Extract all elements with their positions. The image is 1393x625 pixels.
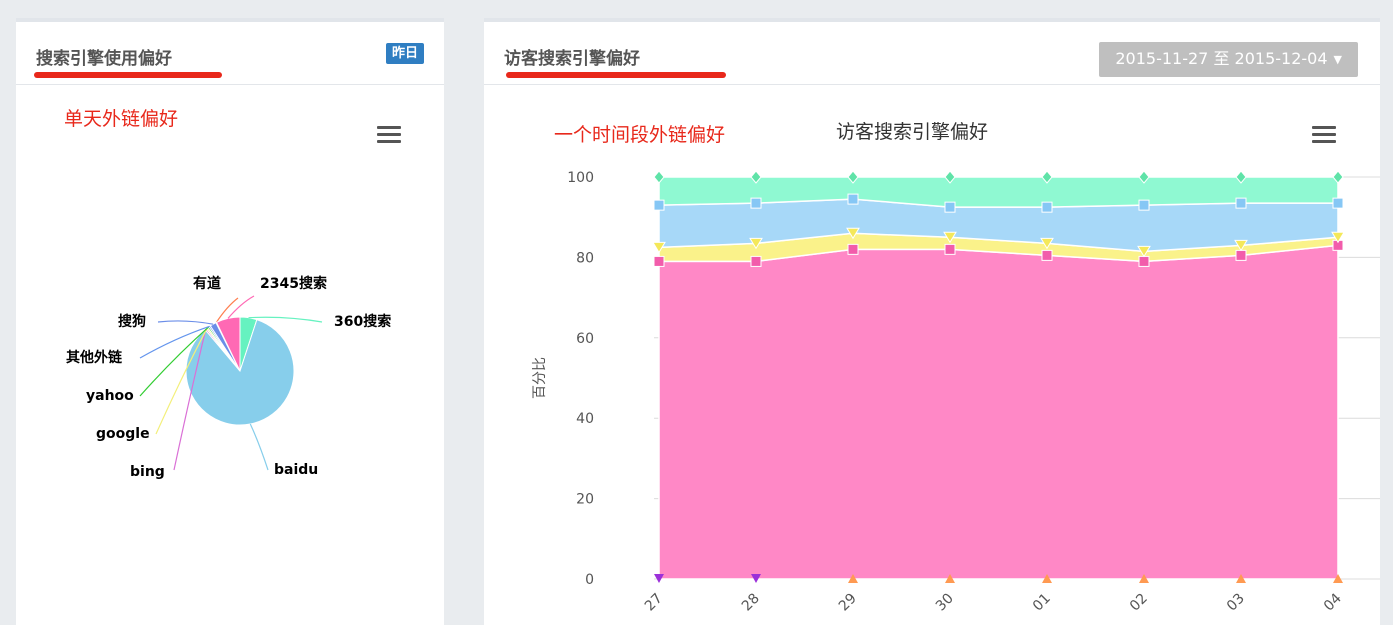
pie-label: 搜狗 bbox=[118, 313, 146, 330]
pie-connector-line bbox=[139, 326, 209, 397]
series-marker[interactable] bbox=[750, 197, 762, 209]
pie-connector-line bbox=[248, 316, 323, 323]
series-marker[interactable] bbox=[1041, 249, 1053, 261]
baseline-marker[interactable] bbox=[751, 574, 761, 583]
y-tick-label: 60 bbox=[576, 331, 594, 347]
pie-label: yahoo bbox=[86, 388, 134, 404]
baseline-marker[interactable] bbox=[1333, 574, 1343, 583]
series-marker[interactable] bbox=[1041, 201, 1053, 213]
y-tick-label: 0 bbox=[585, 572, 594, 588]
pie-label: 2345搜索 bbox=[260, 275, 327, 292]
series-marker[interactable] bbox=[1138, 170, 1150, 184]
series-marker[interactable] bbox=[943, 231, 957, 244]
series-marker[interactable] bbox=[653, 255, 665, 267]
series-marker[interactable] bbox=[1235, 249, 1247, 261]
pie-connector-line bbox=[249, 423, 269, 471]
x-tick-label: 28 bbox=[739, 591, 763, 615]
pie-label: 360搜索 bbox=[334, 313, 391, 330]
series-marker[interactable] bbox=[749, 237, 763, 250]
hamburger-menu-icon[interactable] bbox=[1312, 126, 1336, 144]
hamburger-menu-icon[interactable] bbox=[377, 126, 401, 144]
baseline-marker[interactable] bbox=[848, 574, 858, 583]
pie-chart: 360搜索 baidu bing google yahoo 其他外链 搜狗 有道 2345搜索 bbox=[66, 275, 391, 480]
series-marker[interactable] bbox=[1331, 231, 1345, 244]
baseline-marker[interactable] bbox=[1042, 574, 1052, 583]
pie-label: baidu bbox=[274, 462, 318, 478]
series-marker[interactable] bbox=[1138, 255, 1150, 267]
area-series-0[interactable] bbox=[658, 244, 1339, 580]
series-marker[interactable] bbox=[846, 227, 860, 240]
panel-title: 访客搜索引擎偏好 bbox=[504, 49, 640, 69]
series-marker[interactable] bbox=[847, 243, 859, 255]
series-marker[interactable] bbox=[652, 241, 666, 254]
series-marker[interactable] bbox=[750, 255, 762, 267]
y-tick-label: 100 bbox=[567, 170, 594, 186]
pie-connector-line bbox=[155, 327, 208, 435]
stacked-area-chart: 0 20 40 60 80 100 百分比 27 28 29 30 01 02 03 04 bbox=[532, 170, 1380, 615]
series-marker[interactable] bbox=[1235, 197, 1247, 209]
date-range-text: 2015-11-27 至 2015-12-04 bbox=[1115, 49, 1328, 68]
y-tick-label: 20 bbox=[576, 492, 594, 508]
red-underline-marker bbox=[506, 72, 726, 78]
chart-title: 访客搜索引擎偏好 bbox=[836, 121, 989, 143]
pie-slice-baidu[interactable] bbox=[185, 319, 295, 426]
date-range-picker[interactable]: 2015-11-27 至 2015-12-04 ▼ bbox=[1099, 42, 1358, 77]
x-tick-label: 29 bbox=[836, 591, 860, 615]
x-tick-label: 03 bbox=[1224, 591, 1248, 615]
pie-connector-line bbox=[227, 295, 255, 319]
series-marker[interactable] bbox=[1235, 170, 1247, 184]
pie-label: bing bbox=[130, 464, 165, 480]
baseline-marker[interactable] bbox=[654, 574, 664, 583]
series-marker[interactable] bbox=[1041, 170, 1053, 184]
series-marker[interactable] bbox=[1332, 170, 1344, 184]
x-tick-label: 30 bbox=[933, 591, 957, 615]
baseline-marker[interactable] bbox=[945, 574, 955, 583]
series-marker[interactable] bbox=[944, 201, 956, 213]
x-tick-label: 01 bbox=[1030, 591, 1054, 615]
series-marker[interactable] bbox=[1040, 237, 1054, 250]
panel-title: 搜索引擎使用偏好 bbox=[36, 49, 172, 69]
series-marker[interactable] bbox=[653, 199, 665, 211]
series-marker[interactable] bbox=[847, 170, 859, 184]
yesterday-badge[interactable]: 昨日 bbox=[385, 43, 424, 64]
annotation-single-day: 单天外链偏好 bbox=[64, 108, 179, 130]
y-tick-label: 80 bbox=[576, 250, 594, 266]
series-marker[interactable] bbox=[944, 170, 956, 184]
panel-header: 访客搜索引擎偏好 2015-11-27 至 2015-12-04 ▼ bbox=[484, 22, 1380, 85]
x-tick-label: 02 bbox=[1127, 591, 1151, 615]
baseline-marker[interactable] bbox=[1236, 574, 1246, 583]
series-marker[interactable] bbox=[1138, 199, 1150, 211]
caret-down-icon: ▼ bbox=[1333, 52, 1342, 66]
pie-connector-line bbox=[215, 297, 239, 323]
series-marker[interactable] bbox=[847, 193, 859, 205]
pie-label: 有道 bbox=[193, 275, 221, 292]
pie-label: 其他外链 bbox=[66, 349, 123, 366]
pie-label: google bbox=[96, 426, 150, 442]
series-marker[interactable] bbox=[1332, 197, 1344, 209]
visitor-search-engine-panel: 访客搜索引擎偏好 2015-11-27 至 2015-12-04 ▼ 一个时间段外… bbox=[484, 18, 1380, 625]
y-axis-title: 百分比 bbox=[532, 357, 548, 399]
x-tick-label: 04 bbox=[1321, 590, 1345, 614]
annotation-time-period: 一个时间段外链偏好 bbox=[554, 124, 726, 146]
x-tick-label: 27 bbox=[642, 591, 666, 615]
series-marker[interactable] bbox=[653, 170, 665, 184]
series-marker[interactable] bbox=[1137, 245, 1151, 258]
series-marker[interactable] bbox=[1234, 239, 1248, 252]
series-marker[interactable] bbox=[750, 170, 762, 184]
search-engine-preference-panel: 搜索引擎使用偏好 昨日 单天外链偏好 360搜索 baidu bing google y… bbox=[16, 18, 444, 625]
y-tick-label: 40 bbox=[576, 411, 594, 427]
pie-connector-line bbox=[173, 329, 207, 471]
pie-connector-line bbox=[157, 320, 214, 325]
baseline-marker[interactable] bbox=[1139, 574, 1149, 583]
series-marker[interactable] bbox=[944, 243, 956, 255]
panel-header: 搜索引擎使用偏好 昨日 bbox=[16, 22, 444, 85]
pie-connector-line bbox=[139, 325, 210, 359]
red-underline-marker bbox=[34, 72, 222, 78]
